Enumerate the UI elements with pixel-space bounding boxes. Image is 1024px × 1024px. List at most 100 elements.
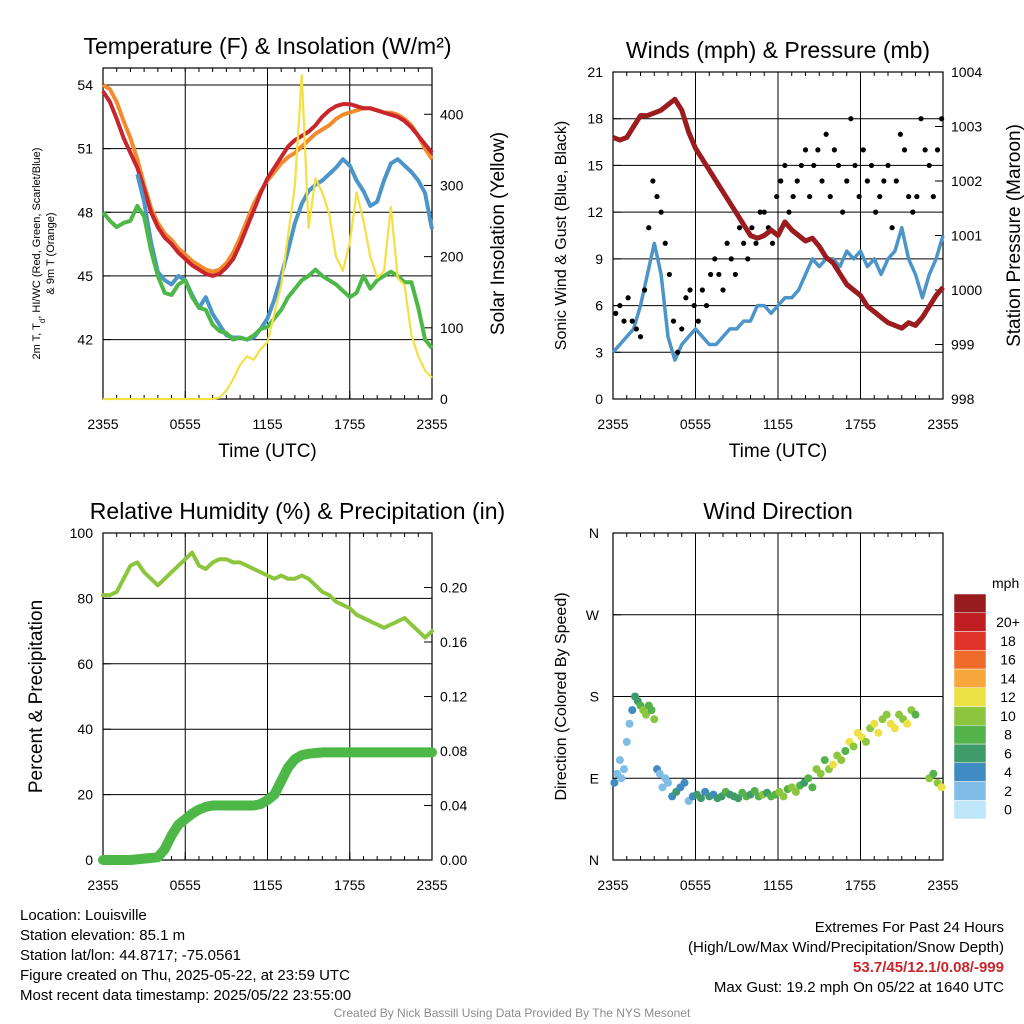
legend-label: 6 (1004, 745, 1012, 761)
y2-axis-tick-label: 999 (951, 337, 975, 353)
station-info: Location: Louisville Station elevation: … (20, 906, 351, 1006)
direction-point (808, 783, 817, 792)
gust-point (881, 178, 887, 184)
legend-label: 8 (1004, 727, 1012, 743)
x-tick-label: 1755 (845, 416, 876, 432)
y-axis-title: Percent & Precipitation (26, 600, 47, 793)
x-tick-label: 2355 (927, 877, 958, 893)
extremes-values: 53.7/45/12.1/0.08/-999 (853, 959, 1004, 976)
x-tick-label: 2355 (597, 416, 628, 432)
direction-point (617, 774, 626, 783)
temperature-series-line (103, 74, 433, 401)
direction-point (837, 756, 846, 765)
gust-point (844, 178, 850, 184)
legend-label: 12 (1000, 689, 1016, 705)
y2-axis-tick-label: 0.20 (440, 580, 467, 596)
gust-point (807, 193, 813, 200)
direction-point (620, 765, 628, 774)
gust-point (794, 178, 800, 184)
y2-axis-tick-label: 1002 (951, 173, 982, 189)
panel-title: Winds (mph) & Pressure (mb) (626, 37, 930, 63)
gust-point (848, 116, 854, 122)
x-tick-label: 1755 (845, 877, 876, 893)
y-axis-title-line2: & 9m T (Orange) (45, 212, 57, 294)
gust-point (831, 147, 837, 153)
gust-point (625, 295, 631, 301)
gust-point (732, 271, 738, 278)
extremes-subtitle: (High/Low/Max Wind/Precipitation/Snow De… (688, 939, 1004, 956)
legend-label: 20+ (996, 614, 1020, 630)
temperature-series-line (101, 203, 434, 350)
y-axis-tick-label: 45 (77, 268, 93, 284)
y-axis-tick-label: 6 (595, 298, 603, 314)
gust-point (778, 178, 784, 184)
x-tick-label: 1155 (763, 877, 793, 893)
station-location: Location: Louisville (20, 907, 147, 924)
y2-axis-tick-label: 0.12 (440, 689, 467, 705)
gust-point (629, 318, 635, 324)
direction-point (820, 756, 829, 765)
direction-point (680, 778, 689, 787)
x-tick-label: 2355 (597, 877, 628, 893)
direction-point (791, 787, 800, 796)
y2-axis-title: Solar Insolation (Yellow) (488, 132, 509, 335)
gust-point (774, 193, 780, 200)
direction-point (937, 783, 946, 792)
station-elevation: Station elevation: 85.1 m (20, 927, 186, 944)
direction-point (903, 719, 912, 728)
gust-point (823, 131, 829, 137)
legend-swatch (953, 668, 987, 688)
gust-point (868, 162, 875, 169)
x-tick-label: 1155 (763, 416, 793, 432)
gust-point (761, 209, 767, 215)
x-tick-label: 1755 (334, 416, 365, 432)
plot-frame (102, 67, 433, 400)
x-axis-title: Time (UTC) (729, 441, 828, 462)
legend-swatch (953, 631, 987, 651)
y-axis-title: 2m T, Td, HI/WC (Red, Green, Scarlet/Blu… (31, 148, 47, 360)
direction-point (804, 774, 813, 783)
direction-point (882, 710, 891, 719)
direction-point (658, 783, 667, 792)
gust-point (675, 349, 681, 355)
temperature-series-line (101, 90, 434, 278)
legend-label: 10 (1000, 708, 1016, 724)
gust-point (798, 162, 804, 169)
credit-line: Created By Nick Bassill Using Data Provi… (333, 1006, 691, 1020)
gust-point (906, 193, 912, 200)
gust-point (724, 240, 730, 246)
gust-point (613, 310, 619, 316)
direction-point (734, 794, 743, 803)
y-axis-tick-label: 3 (595, 344, 603, 360)
panel-title: Wind Direction (703, 498, 853, 524)
legend-label: 14 (1000, 670, 1016, 686)
legend-swatch (953, 706, 987, 726)
direction-point (779, 792, 788, 801)
y-axis-tick-label: 18 (587, 111, 603, 127)
direction-point (615, 756, 624, 765)
y-axis-title: Direction (Colored By Speed) (553, 592, 570, 800)
gust-point (856, 193, 862, 200)
direction-point (862, 737, 870, 746)
gust-point (901, 147, 908, 153)
direction-point (890, 724, 899, 733)
y-axis-tick-label: N (589, 525, 599, 541)
gust-point (835, 162, 842, 169)
gust-point (683, 295, 689, 301)
y2-axis-tick-label: 0.08 (440, 743, 467, 759)
legend-label: 16 (1000, 652, 1016, 668)
recent-data-timestamp: Most recent data timestamp: 2025/05/22 2… (20, 987, 352, 1004)
x-tick-label: 2355 (87, 416, 118, 432)
max-gust: Max Gust: 19.2 mph On 05/22 at 1640 UTC (713, 979, 1004, 996)
direction-point (647, 706, 656, 715)
direction-point (642, 710, 650, 719)
legend-swatch (953, 781, 987, 801)
y2-axis-tick-label: 400 (440, 106, 464, 122)
station-latlon: Station lat/lon: 44.8717; -75.0561 (20, 947, 242, 964)
gust-point (840, 209, 846, 215)
x-tick-label: 1155 (252, 416, 282, 432)
gust-point (811, 162, 817, 169)
x-tick-label: 0555 (680, 416, 711, 432)
gust-point (670, 318, 677, 324)
